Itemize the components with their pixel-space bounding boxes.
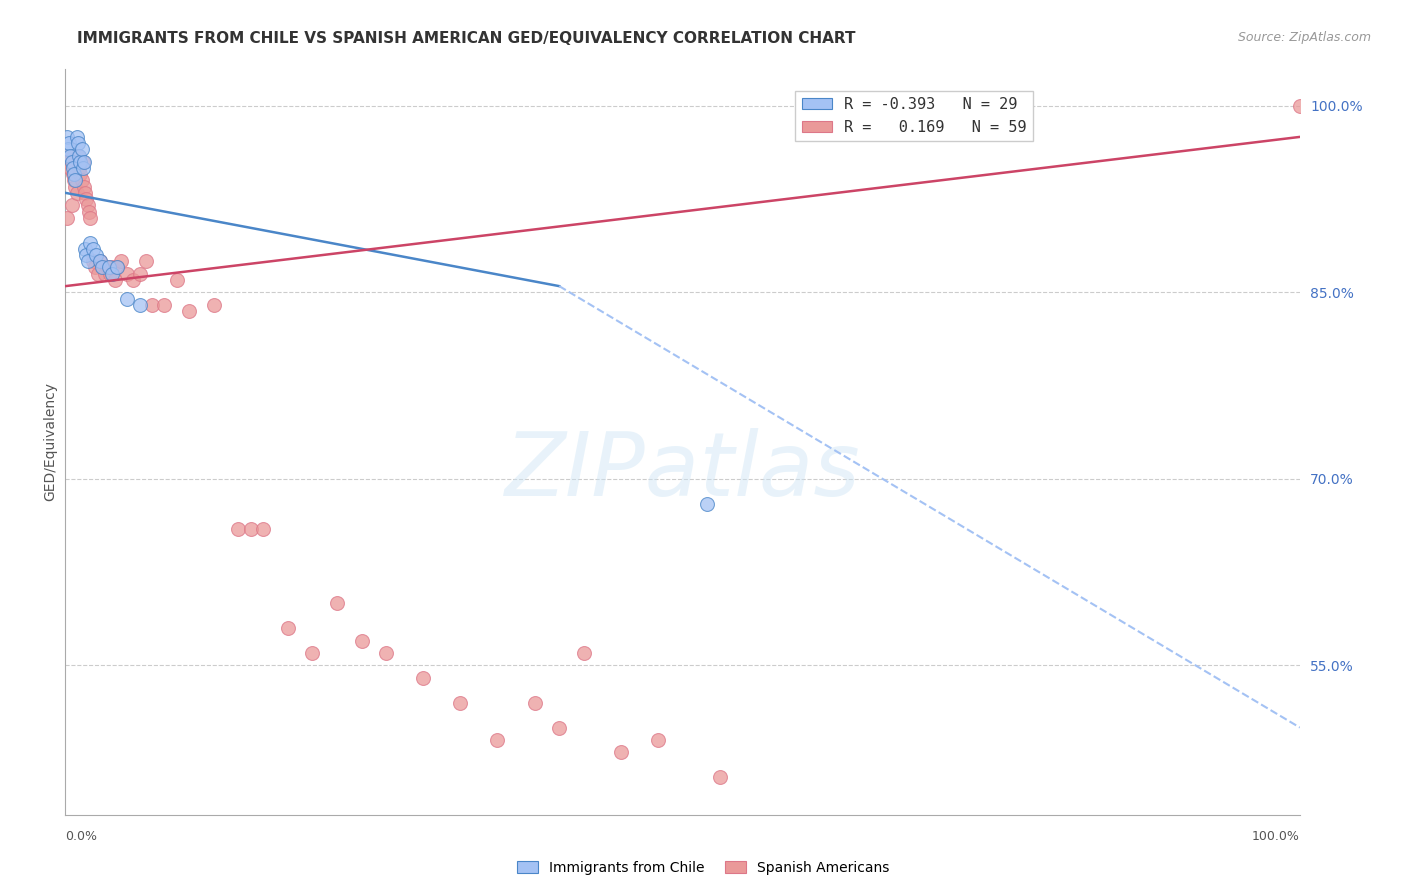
Legend: R = -0.393   N = 29, R =   0.169   N = 59: R = -0.393 N = 29, R = 0.169 N = 59	[796, 91, 1033, 141]
Point	[226, 522, 249, 536]
Point	[375, 646, 398, 660]
Point	[572, 646, 595, 660]
Point	[115, 267, 138, 281]
Point	[58, 154, 80, 169]
Point	[70, 142, 93, 156]
Point	[75, 192, 97, 206]
Text: ZIPatlas: ZIPatlas	[505, 428, 860, 515]
Point	[79, 211, 101, 225]
Point	[166, 273, 188, 287]
Point	[122, 273, 145, 287]
Point	[110, 254, 132, 268]
Point	[72, 154, 94, 169]
Point	[55, 129, 77, 144]
Legend: Immigrants from Chile, Spanish Americans: Immigrants from Chile, Spanish Americans	[512, 855, 894, 880]
Point	[60, 154, 83, 169]
Point	[101, 267, 124, 281]
Point	[82, 254, 104, 268]
Point	[141, 298, 163, 312]
Point	[76, 198, 98, 212]
Point	[65, 173, 87, 187]
Point	[86, 267, 108, 281]
Point	[75, 248, 97, 262]
Point	[69, 154, 91, 169]
Point	[73, 154, 96, 169]
Point	[101, 260, 124, 275]
Point	[56, 148, 79, 162]
Point	[135, 254, 157, 268]
Point	[65, 186, 87, 200]
Point	[73, 179, 96, 194]
Point	[59, 148, 82, 162]
Point	[177, 304, 200, 318]
Point	[89, 254, 111, 268]
Point	[79, 235, 101, 250]
Point	[548, 721, 571, 735]
Point	[202, 298, 225, 312]
Point	[128, 298, 150, 312]
Point	[91, 260, 114, 275]
Point	[66, 148, 89, 162]
Point	[76, 254, 98, 268]
Point	[105, 260, 128, 275]
Point	[82, 242, 104, 256]
Point	[65, 179, 87, 194]
Point	[252, 522, 274, 536]
Point	[86, 248, 108, 262]
Point	[67, 148, 90, 162]
Point	[65, 129, 87, 144]
Y-axis label: GED/Equivalency: GED/Equivalency	[44, 382, 58, 501]
Point	[77, 204, 100, 219]
Point	[709, 770, 731, 784]
Point	[75, 186, 97, 200]
Text: IMMIGRANTS FROM CHILE VS SPANISH AMERICAN GED/EQUIVALENCY CORRELATION CHART: IMMIGRANTS FROM CHILE VS SPANISH AMERICA…	[77, 31, 856, 46]
Point	[89, 254, 111, 268]
Point	[72, 161, 94, 175]
Point	[449, 696, 471, 710]
Point	[115, 292, 138, 306]
Point	[59, 161, 82, 175]
Point	[70, 173, 93, 187]
Point	[63, 167, 86, 181]
Point	[60, 198, 83, 212]
Point	[277, 621, 299, 635]
Point	[105, 260, 128, 275]
Point	[62, 167, 84, 181]
Point	[486, 733, 509, 747]
Text: 100.0%: 100.0%	[1251, 830, 1299, 843]
Point	[128, 267, 150, 281]
Point	[94, 267, 117, 281]
Point	[97, 260, 120, 275]
Point	[66, 136, 89, 150]
Point	[1288, 99, 1310, 113]
Point	[239, 522, 262, 536]
Point	[350, 633, 373, 648]
Point	[610, 746, 633, 760]
Point	[301, 646, 323, 660]
Point	[75, 242, 97, 256]
Point	[96, 260, 118, 275]
Point	[67, 161, 90, 175]
Text: 0.0%: 0.0%	[66, 830, 97, 843]
Point	[696, 497, 718, 511]
Point	[412, 671, 434, 685]
Point	[55, 211, 77, 225]
Point	[523, 696, 546, 710]
Point	[84, 260, 107, 275]
Text: Source: ZipAtlas.com: Source: ZipAtlas.com	[1237, 31, 1371, 45]
Point	[69, 167, 91, 181]
Point	[58, 136, 80, 150]
Point	[56, 142, 79, 156]
Point	[153, 298, 176, 312]
Point	[98, 267, 121, 281]
Point	[91, 260, 114, 275]
Point	[647, 733, 669, 747]
Point	[104, 273, 127, 287]
Point	[62, 161, 84, 175]
Point	[326, 596, 349, 610]
Point	[63, 173, 86, 187]
